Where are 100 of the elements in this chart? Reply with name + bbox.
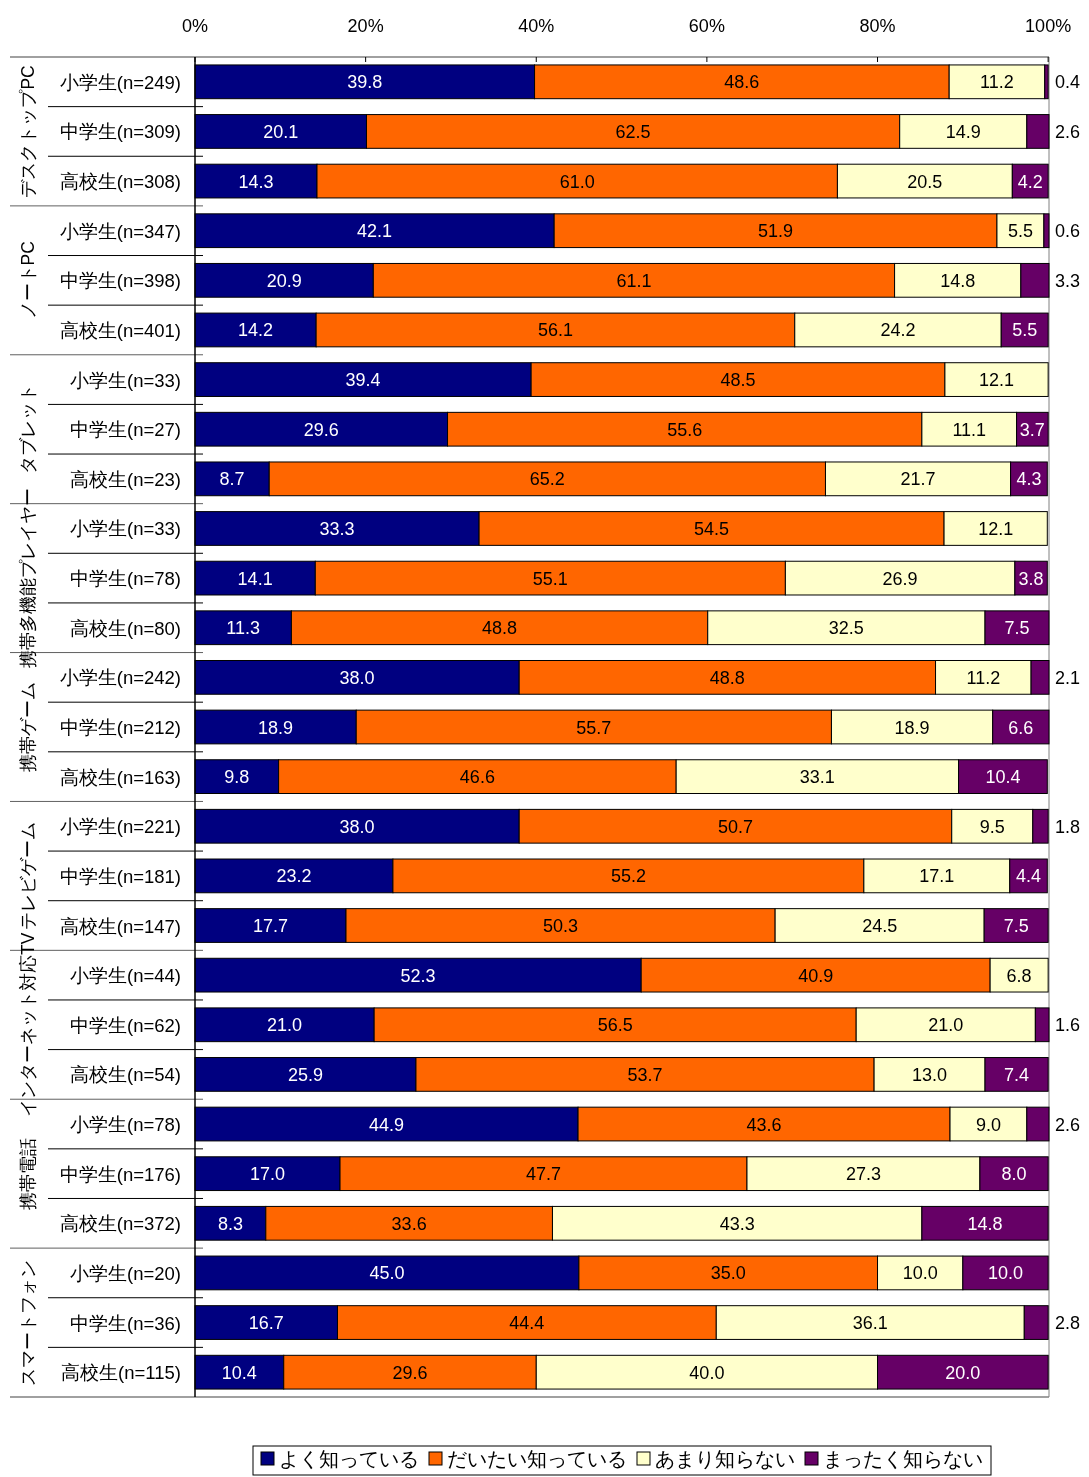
data-label: 9.0 bbox=[975, 1114, 1001, 1135]
data-label: 1.8 bbox=[1055, 816, 1081, 837]
y-tick-label: 高校生(n=308) bbox=[59, 171, 181, 193]
data-label: 55.1 bbox=[532, 568, 568, 589]
data-label: 2.8 bbox=[1055, 1313, 1081, 1334]
data-label: 10.4 bbox=[985, 767, 1021, 788]
data-label: 56.1 bbox=[537, 320, 573, 341]
y-tick-label: 高校生(n=147) bbox=[59, 915, 181, 937]
data-label: 33.1 bbox=[799, 767, 835, 788]
data-label: 4.3 bbox=[1016, 469, 1042, 490]
data-label: 13.0 bbox=[912, 1064, 948, 1085]
data-label: 43.3 bbox=[719, 1213, 755, 1234]
y-tick-label: 小学生(n=33) bbox=[70, 369, 181, 391]
y-tick-label: 小学生(n=44) bbox=[70, 965, 181, 987]
data-label: 14.2 bbox=[238, 320, 274, 341]
data-label: 2.6 bbox=[1055, 1114, 1081, 1135]
y-tick-label: 小学生(n=249) bbox=[59, 71, 181, 93]
data-label: 24.2 bbox=[880, 320, 916, 341]
data-label: 48.5 bbox=[720, 370, 756, 391]
data-label: 55.2 bbox=[610, 866, 646, 887]
data-label: 11.3 bbox=[226, 618, 261, 639]
group-label: 携帯電話 bbox=[18, 1137, 38, 1210]
data-label: 38.0 bbox=[339, 816, 375, 837]
legend-label: だいたい知っている bbox=[447, 1448, 627, 1470]
data-label: 9.8 bbox=[224, 767, 250, 788]
y-tick-label: 高校生(n=163) bbox=[59, 766, 181, 788]
data-label: 14.8 bbox=[967, 1213, 1003, 1234]
data-label: 29.6 bbox=[303, 419, 339, 440]
data-label: 10.4 bbox=[221, 1362, 257, 1383]
data-label: 7.4 bbox=[1004, 1064, 1030, 1085]
data-label: 33.6 bbox=[391, 1213, 427, 1234]
data-label: 44.9 bbox=[369, 1114, 405, 1135]
data-label: 32.5 bbox=[828, 618, 864, 639]
data-label: 6.8 bbox=[1006, 965, 1032, 986]
y-tick-label: 小学生(n=347) bbox=[59, 220, 181, 242]
data-label: 17.1 bbox=[919, 866, 955, 887]
data-label: 61.0 bbox=[559, 171, 595, 192]
y-tick-label: 高校生(n=401) bbox=[59, 319, 181, 341]
data-label: 18.9 bbox=[258, 717, 294, 738]
data-label: 20.1 bbox=[263, 121, 299, 142]
y-tick-label: 中学生(n=78) bbox=[70, 568, 181, 590]
y-tick-label: 小学生(n=20) bbox=[70, 1262, 181, 1284]
data-label: 18.9 bbox=[894, 717, 930, 738]
y-tick-label: 高校生(n=54) bbox=[70, 1064, 181, 1086]
data-label: 11.2 bbox=[980, 72, 1014, 93]
data-label: 27.3 bbox=[845, 1164, 881, 1185]
data-label: 36.1 bbox=[852, 1313, 888, 1334]
data-label: 5.5 bbox=[1007, 221, 1033, 242]
group-label: デスクトップPC bbox=[18, 65, 38, 198]
data-label: 3.8 bbox=[1018, 568, 1044, 589]
legend-label: まったく知らない bbox=[823, 1448, 983, 1470]
data-label: 3.7 bbox=[1019, 419, 1045, 440]
data-label: 51.9 bbox=[758, 221, 794, 242]
y-tick-label: 中学生(n=398) bbox=[59, 270, 181, 292]
data-label: 40.9 bbox=[798, 965, 834, 986]
legend-label: あまり知らない bbox=[655, 1448, 795, 1470]
data-label: 55.7 bbox=[576, 717, 612, 738]
data-label: 38.0 bbox=[339, 667, 375, 688]
data-label: 5.5 bbox=[1012, 320, 1038, 341]
y-tick-label: 高校生(n=23) bbox=[70, 468, 181, 490]
y-tick-label: 中学生(n=176) bbox=[59, 1163, 181, 1185]
data-label: 25.9 bbox=[287, 1064, 323, 1085]
data-label: 3.3 bbox=[1055, 270, 1081, 291]
data-label: 44.4 bbox=[509, 1313, 545, 1334]
y-tick-label: 高校生(n=115) bbox=[61, 1362, 181, 1384]
y-tick-label: 中学生(n=309) bbox=[59, 121, 181, 143]
data-label: 9.5 bbox=[979, 816, 1005, 837]
data-label: 4.2 bbox=[1017, 171, 1043, 192]
data-label: 12.1 bbox=[978, 519, 1014, 539]
data-label: 45.0 bbox=[369, 1263, 405, 1284]
data-label: 40.0 bbox=[689, 1362, 725, 1383]
data-label: 52.3 bbox=[400, 965, 436, 986]
data-label: 47.7 bbox=[526, 1164, 562, 1185]
data-label: 24.5 bbox=[862, 916, 898, 936]
data-label: 56.5 bbox=[597, 1015, 633, 1036]
data-label: 4.4 bbox=[1016, 866, 1042, 887]
data-label: 23.2 bbox=[276, 866, 312, 887]
data-label: 48.8 bbox=[709, 667, 745, 688]
data-label: 61.1 bbox=[616, 270, 652, 291]
data-label: 65.2 bbox=[529, 469, 565, 490]
group-label: テレビゲーム bbox=[18, 821, 38, 930]
data-label: 48.6 bbox=[724, 72, 760, 93]
data-label: 8.7 bbox=[219, 469, 245, 490]
x-tick-label: 80% bbox=[859, 16, 896, 36]
data-label: 20.0 bbox=[945, 1362, 981, 1383]
data-label: 53.7 bbox=[627, 1064, 663, 1085]
y-tick-label: 中学生(n=212) bbox=[59, 717, 181, 738]
data-label: 16.7 bbox=[248, 1313, 284, 1334]
y-tick-label: 高校生(n=80) bbox=[70, 617, 181, 639]
group-label: ノートPC bbox=[18, 241, 38, 320]
data-label: 62.5 bbox=[615, 121, 651, 142]
x-tick-label: 60% bbox=[688, 16, 725, 36]
x-tick-label: 20% bbox=[347, 16, 384, 36]
y-tick-label: 小学生(n=78) bbox=[70, 1114, 181, 1136]
data-label: 21.7 bbox=[900, 469, 936, 490]
data-label: 33.3 bbox=[319, 519, 355, 539]
data-label: 6.6 bbox=[1008, 717, 1034, 738]
group-label: 携帯ゲーム bbox=[18, 682, 38, 772]
y-tick-label: 小学生(n=242) bbox=[59, 667, 181, 689]
group-label: インターネット対応TV bbox=[18, 932, 38, 1117]
